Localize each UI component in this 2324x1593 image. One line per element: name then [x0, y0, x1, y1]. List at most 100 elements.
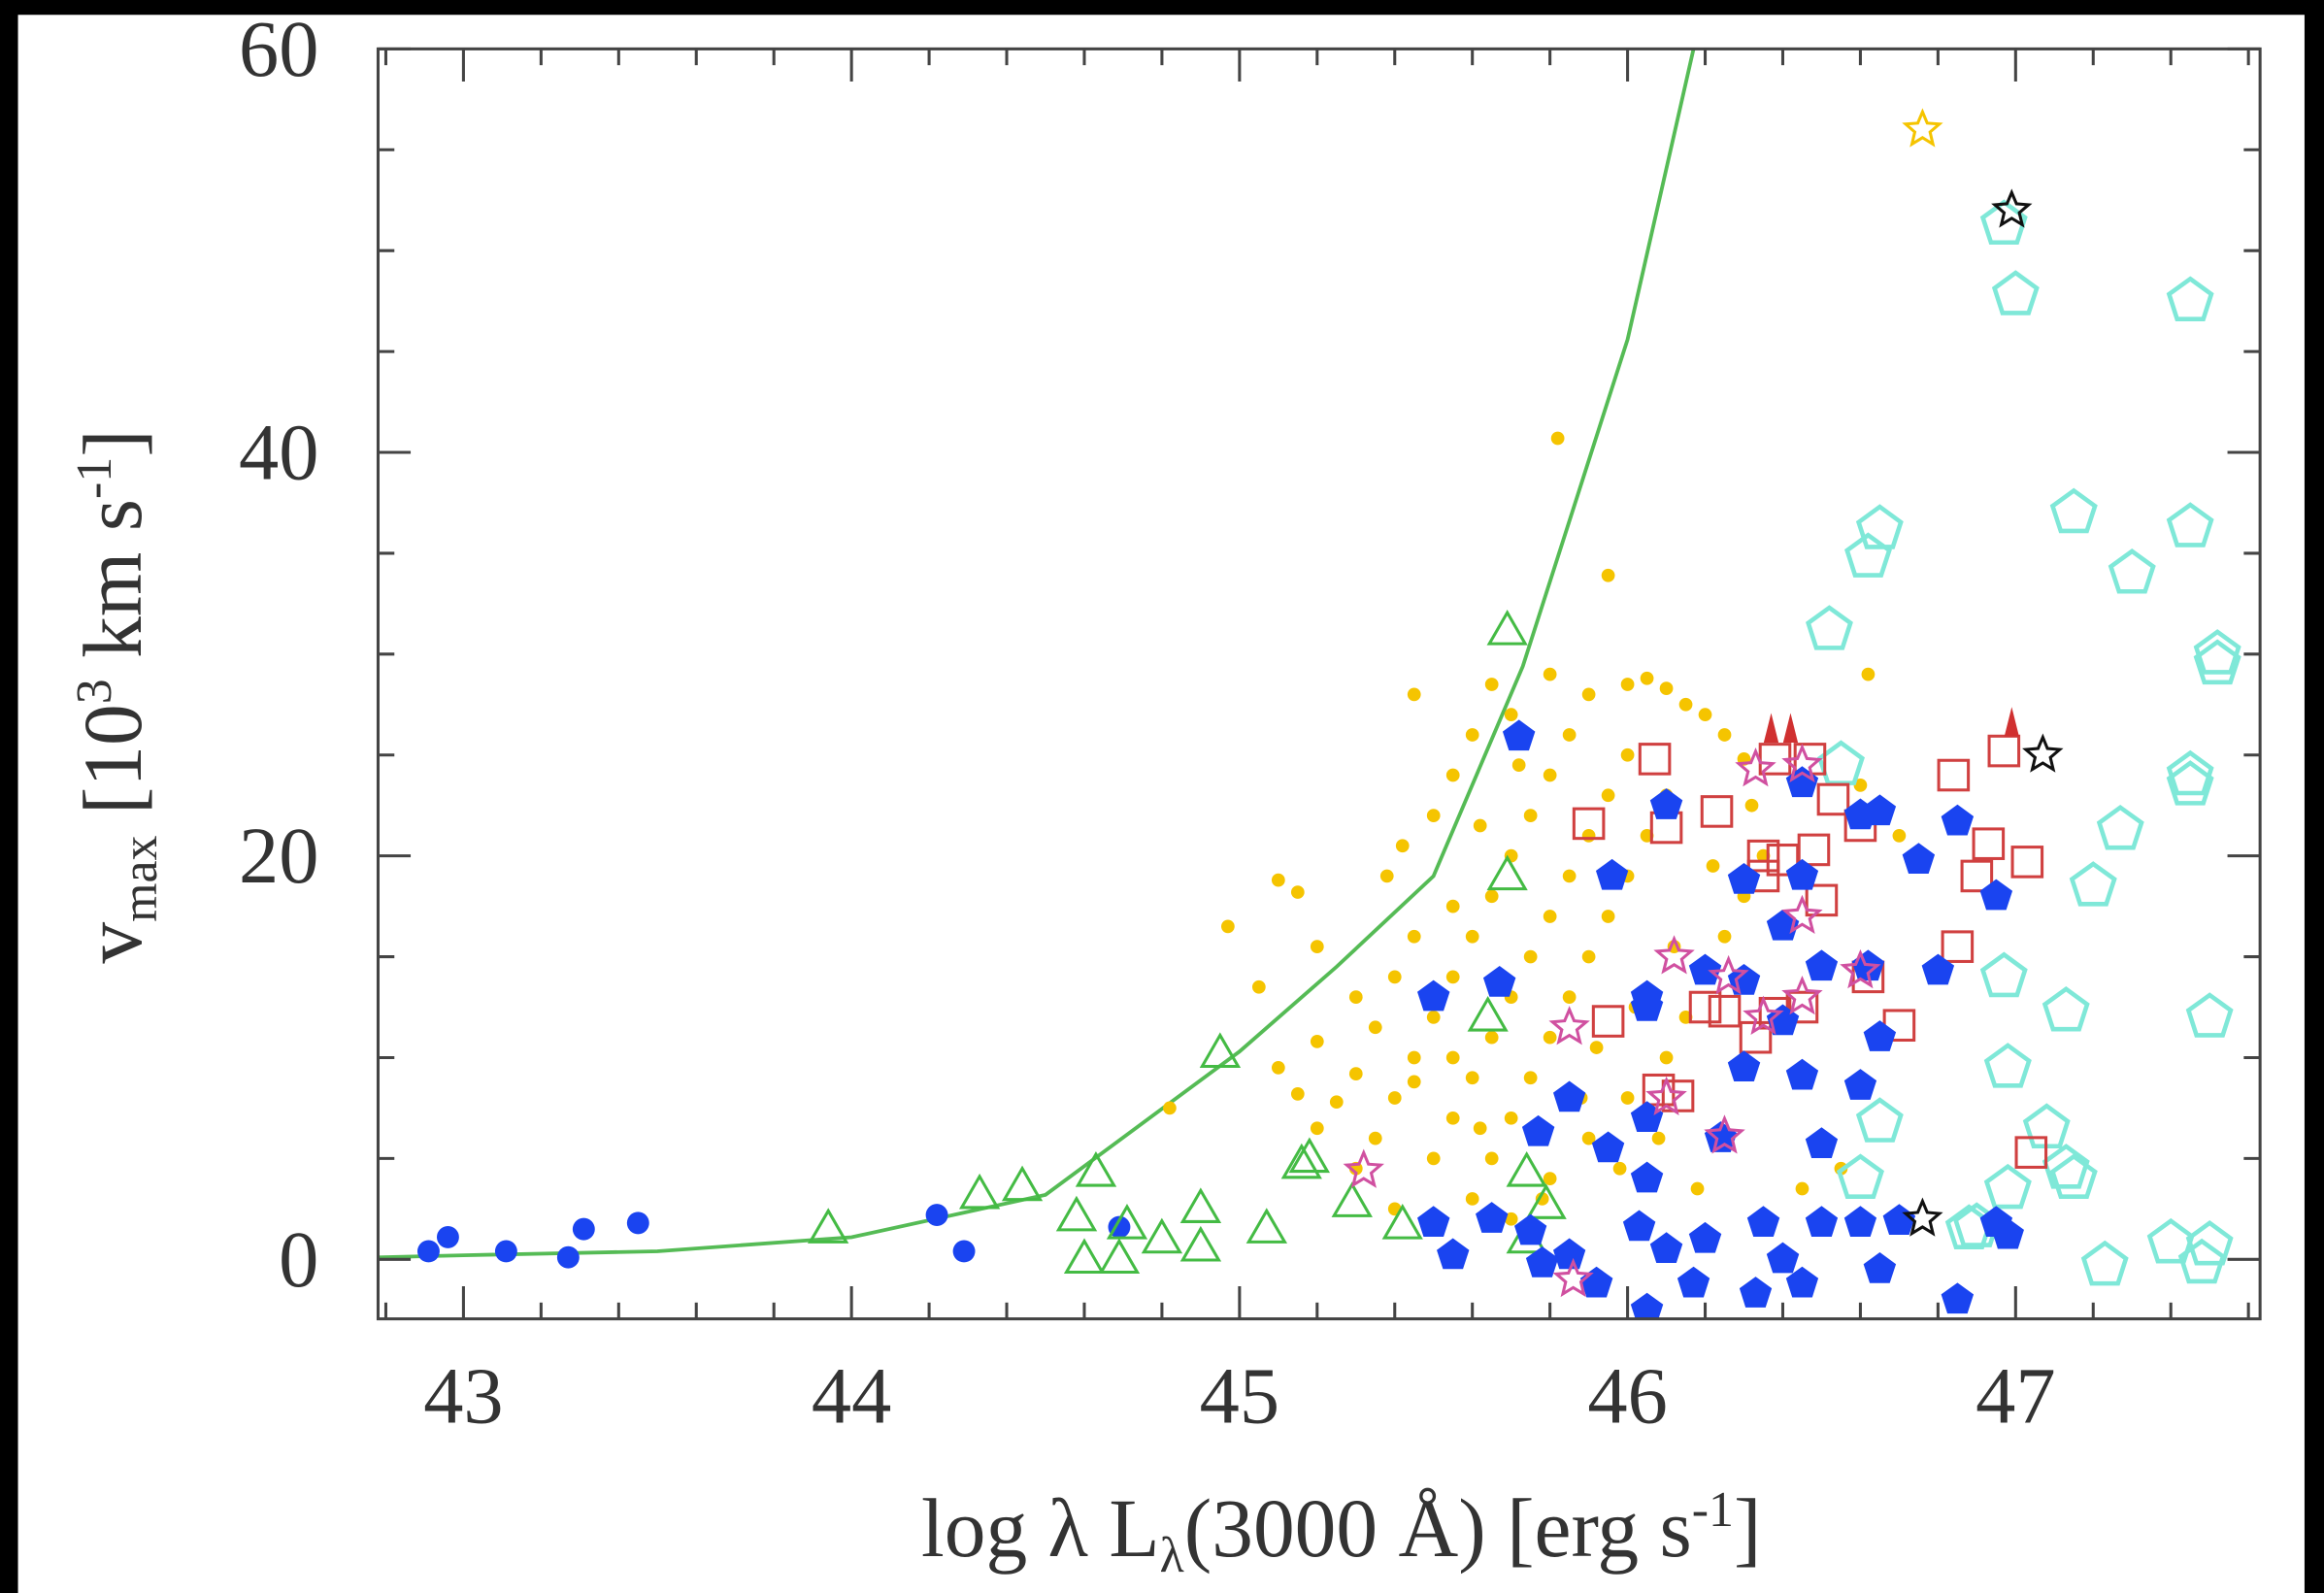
point	[1552, 1257, 1594, 1298]
point	[1630, 1161, 1664, 1193]
point	[1853, 779, 1868, 792]
point	[1484, 678, 1499, 691]
point	[494, 1240, 517, 1263]
point	[1473, 818, 1487, 833]
point	[2193, 639, 2241, 685]
point	[1612, 1161, 1627, 1176]
point	[1407, 929, 1421, 944]
point	[807, 1208, 849, 1244]
point	[1543, 910, 1557, 923]
point	[2166, 749, 2214, 796]
point	[1766, 1242, 1800, 1274]
point	[1620, 1091, 1635, 1105]
point	[2185, 1219, 2234, 1266]
point	[1523, 809, 1538, 822]
point	[1983, 1043, 2032, 1088]
point	[1502, 719, 1536, 751]
point	[1055, 1195, 1098, 1232]
point	[1535, 1192, 1549, 1206]
point	[1523, 949, 1538, 964]
point	[1690, 1181, 1705, 1196]
point	[2096, 804, 2144, 850]
point	[1805, 883, 1839, 917]
point	[1744, 798, 1759, 813]
point	[1543, 667, 1557, 681]
point	[1591, 1005, 1625, 1038]
point	[556, 1245, 580, 1269]
point	[1163, 1101, 1177, 1115]
point	[1550, 431, 1565, 446]
point	[1310, 940, 1324, 954]
point	[1473, 1121, 1487, 1136]
x-axis-label: log λ Lλ(3000 Å) [erg s-1]	[921, 1482, 1761, 1583]
point	[1630, 1292, 1664, 1319]
point	[1987, 734, 2021, 768]
point	[1581, 828, 1596, 843]
point	[1727, 863, 1761, 894]
point	[1525, 1183, 1567, 1219]
point	[1445, 1111, 1460, 1125]
point	[1368, 1131, 1382, 1145]
point	[1504, 1111, 1518, 1125]
point	[1706, 859, 1720, 873]
point	[1677, 1266, 1710, 1298]
point	[1368, 1020, 1382, 1035]
point	[2166, 276, 2214, 321]
point	[1562, 728, 1577, 742]
point	[1921, 953, 1955, 985]
point	[1727, 1050, 1761, 1082]
point	[1785, 858, 1819, 890]
point	[1941, 1282, 1975, 1314]
point	[1659, 681, 1674, 696]
point	[1746, 1206, 1780, 1238]
point	[1591, 1131, 1625, 1163]
y-axis-label-part: v	[68, 922, 159, 964]
y-axis-label: vmax [103 km s-1]	[67, 429, 168, 963]
point	[1678, 697, 1693, 712]
y-axis-label-part: [10	[68, 704, 159, 835]
point	[1106, 1203, 1148, 1240]
point	[1979, 199, 2028, 246]
point	[1902, 108, 1943, 148]
point	[1271, 1060, 1285, 1075]
point	[1595, 858, 1629, 890]
point	[1983, 1163, 2032, 1210]
point	[1379, 869, 1394, 883]
point	[1437, 1238, 1470, 1270]
x-tick-label: 46	[1587, 1351, 1667, 1440]
x-axis-label-part: log λ L	[921, 1483, 1160, 1575]
point	[1348, 1067, 1363, 1080]
point	[1310, 1034, 1324, 1048]
point	[958, 1173, 1001, 1210]
point	[1843, 1069, 1877, 1100]
point	[626, 1211, 649, 1235]
point	[1288, 1137, 1330, 1174]
point	[1589, 1041, 1604, 1054]
point	[1708, 954, 1749, 995]
point	[1511, 758, 1526, 773]
point	[1735, 747, 1776, 787]
point	[1098, 1238, 1141, 1275]
point	[1504, 708, 1518, 722]
point	[1075, 1150, 1117, 1187]
point	[2166, 502, 2214, 548]
point	[1937, 758, 1971, 792]
point	[1486, 854, 1528, 891]
point	[1797, 833, 1831, 867]
point	[436, 1225, 459, 1248]
x-tick-label: 44	[812, 1351, 891, 1440]
point	[1688, 990, 1722, 1024]
point	[2069, 861, 2117, 907]
point	[1199, 1032, 1242, 1069]
point	[1700, 795, 1734, 828]
panel	[17, 15, 2305, 1593]
x-tick-label: 45	[1200, 1351, 1279, 1440]
point	[1445, 1050, 1460, 1065]
point	[1781, 743, 1823, 783]
point	[1785, 1058, 1819, 1090]
y-axis-label-part: ]	[68, 429, 159, 456]
point	[1063, 1238, 1106, 1275]
point	[1407, 687, 1421, 702]
point	[1445, 970, 1460, 984]
